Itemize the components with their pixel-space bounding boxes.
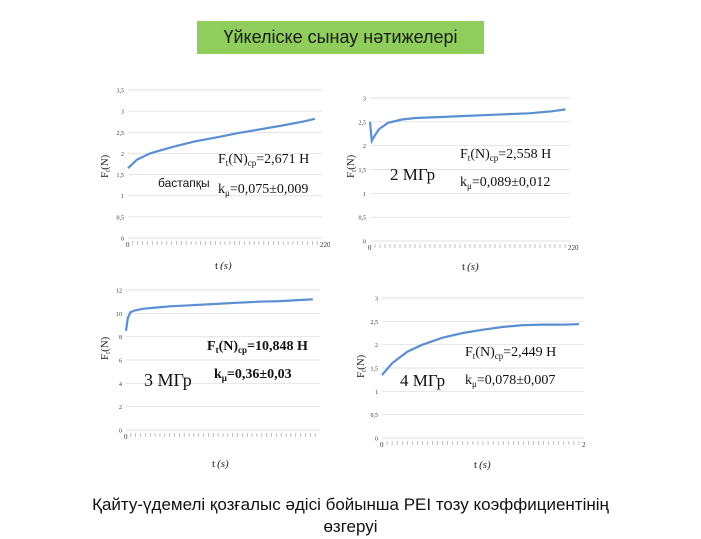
y-tick-label: 0 [121,237,124,243]
k-annotation: kμ=0,089±0,012 [460,175,550,191]
x-axis-label: t (s) [462,261,479,273]
y-tick-label: 0 [119,429,122,435]
condition-label: 4 МГр [400,371,445,390]
svg-text:kμ=0,075±0,009: kμ=0,075±0,009 [218,182,308,198]
svg-text:Ft(N)ср=2,671 Н: Ft(N)ср=2,671 Н [218,152,309,168]
grid [126,289,320,431]
y-tick-label: 3 [121,110,124,116]
y-tick-label: 8 [119,335,122,341]
k-annotation: kμ=0,36±0,03 [214,367,292,383]
y-tick-label: 0,5 [371,413,379,419]
k-annotation: kμ=0,078±0,007 [465,373,555,389]
chart-4mgy: Ft(N) 32,521,510,50 0 2 Ft(N)ср=2,449 Н … [355,297,586,472]
y-axis-label-main: Ft(N) [345,154,358,178]
x-minor-ticks [374,244,566,248]
chart-3mgy: Ft(N) 12 10 8 6 4 2 0 0 Ft(N)ср=10,848 Н kμ=0,… [100,289,320,470]
y-axis-label-main: Ft(N) [355,354,368,378]
y-tick-label: 2,5 [359,120,367,126]
force-annotation: Ft(N)ср=2,671 Н [218,152,309,168]
series-line [127,117,316,169]
svg-text:kμ=0,078±0,007: kμ=0,078±0,007 [465,373,555,389]
y-axis-label: Ft(N) [100,336,112,360]
caption-line-1: Қайту-үдемелі қозғалыс әдісі бойынша PEI… [92,495,609,514]
condition-label: 3 МГр [144,370,192,390]
x-tick-last: 2 [582,441,586,449]
y-tick-label: 12 [116,289,122,295]
x-tick-first: 0 [126,241,130,249]
x-axis-label: t (s) [212,458,229,470]
y-tick-label: 6 [119,359,122,365]
series-line [381,323,579,376]
grid [128,89,322,239]
y-tick-label: 1,5 [117,173,125,179]
y-tick-labels: 3 2,5 2 1,5 1 0,5 0 [371,297,379,443]
y-tick-label: 3 [375,297,378,303]
svg-text:Ft(N)ср=2,449 Н: Ft(N)ср=2,449 Н [465,345,556,361]
svg-text:kμ=0,089±0,012: kμ=0,089±0,012 [460,175,550,191]
y-tick-label: 0,5 [359,216,367,222]
x-tick-first: 0 [368,244,372,252]
caption-line-2: өзгеруі [323,517,378,536]
chart-2mgy: Ft(N) 3 2,5 2 1,5 1 0,5 0 0 220 Ft(N)ср=2,558 … [345,97,579,274]
y-tick-label: 2 [119,405,122,411]
y-axis-label-main: Ft(N) [100,336,112,360]
y-tick-labels: 3 2,5 2 1,5 1 0,5 0 [359,97,367,246]
y-axis-label-main: Ft(N) [100,154,112,178]
y-axis-label: Ft(N) [355,354,368,378]
force-annotation: Ft(N)ср=2,449 Н [465,345,556,361]
k-annotation: kμ=0,075±0,009 [218,182,308,198]
force-annotation: Ft(N)ср=10,848 Н [207,339,308,355]
y-tick-label: 0 [363,240,366,246]
y-tick-label: 2 [375,343,378,349]
condition-label: бастапқы [158,176,210,190]
x-axis-label: t (s) [474,459,491,471]
y-axis-label: Ft(N) [345,154,358,178]
y-tick-label: 1 [121,194,124,200]
y-tick-label: 2 [363,144,366,150]
x-tick-last: 220 [568,244,579,252]
y-tick-label: 2,5 [371,320,379,326]
x-tick-first: 0 [380,441,384,449]
x-tick-last: 220 [320,241,330,249]
y-tick-label: 2 [121,152,124,158]
y-tick-label: 1,5 [359,168,367,174]
x-minor-ticks [132,241,318,245]
svg-text:kμ=0,36±0,03: kμ=0,36±0,03 [214,367,292,383]
y-tick-label: 1 [375,390,378,396]
y-tick-label: 1,5 [371,367,379,373]
x-minor-ticks [130,433,316,437]
grid [370,97,570,242]
svg-text:Ft(N)ср=2,558 Н: Ft(N)ср=2,558 Н [460,147,551,163]
y-tick-label: 0 [375,437,378,443]
y-tick-label: 1 [363,192,366,198]
y-tick-label: 2,5 [117,131,125,137]
series-line [124,298,313,331]
grid [382,297,584,439]
x-tick-first: 0 [124,433,128,441]
slide-caption: Қайту-үдемелі қозғалыс әдісі бойынша PEI… [0,494,701,538]
y-tick-label: 4 [119,382,122,388]
condition-label: 2 МГр [390,165,435,184]
force-annotation: Ft(N)ср=2,558 Н [460,147,551,163]
y-tick-label: 10 [116,312,122,318]
y-axis-label: Ft(N) [100,154,112,178]
x-minor-ticks [386,441,580,445]
chart-initial: Ft(N) 3,5 3 2,5 2 1,5 1 0,5 0 0 220 Ft(N)ср=2,6… [100,89,330,271]
y-tick-label: 3,5 [117,89,125,95]
x-axis-label: t (s) [215,260,232,270]
slide-title: Үйкеліске сынау нәтижелері [197,21,484,54]
y-tick-labels: 3,5 3 2,5 2 1,5 1 0,5 0 [117,89,125,243]
y-tick-labels: 12 10 8 6 4 2 0 [116,289,122,435]
y-tick-label: 3 [363,97,366,103]
svg-text:Ft(N)ср=10,848 Н: Ft(N)ср=10,848 Н [207,339,308,355]
y-tick-label: 0,5 [117,215,125,221]
series-line [368,108,566,145]
